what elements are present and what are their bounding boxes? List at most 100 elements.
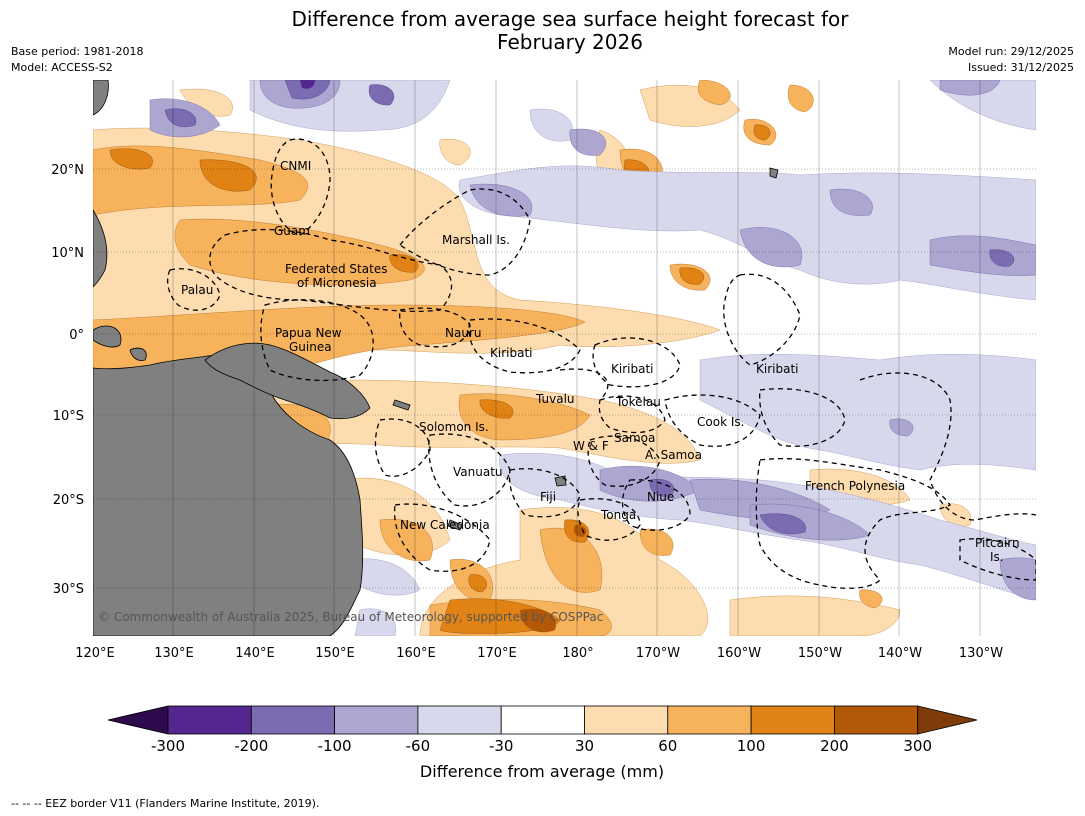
tick-neg30: -30 <box>489 737 514 755</box>
label-kiribati-gilbert: Kiribati <box>490 346 532 360</box>
australia-landmass <box>93 351 364 636</box>
colorbar-title: Difference from average (mm) <box>420 762 664 781</box>
colorbar-bin-6 <box>584 705 669 735</box>
lon-130e: 130°E <box>154 646 194 661</box>
label-niue: Niue <box>647 490 674 504</box>
lat-10s: 10°S <box>53 409 84 424</box>
meta-left: Base period: 1981-2018 Model: ACCESS-S2 <box>11 44 143 76</box>
colorbar-extend-low <box>107 705 169 735</box>
label-tuvalu: Tuvalu <box>535 392 575 406</box>
lon-150e: 150°E <box>315 646 355 661</box>
label-pitcairn-1: Pitcairn <box>975 536 1020 550</box>
lon-170w: 170°W <box>636 646 680 661</box>
anomaly-neg-200-300 <box>300 80 315 89</box>
lat-0: 0° <box>69 328 84 343</box>
colorbar-bin-4 <box>417 705 502 735</box>
base-period: Base period: 1981-2018 <box>11 45 144 58</box>
tick-100: 100 <box>737 737 766 755</box>
label-fsm-2: of Micronesia <box>297 276 377 290</box>
lon-180: 180° <box>562 646 593 661</box>
label-png-1: Papua New <box>275 326 342 340</box>
maluku-island <box>129 347 147 361</box>
philippines-islands <box>93 209 108 288</box>
lon-150w: 150°W <box>798 646 842 661</box>
graticule <box>172 80 981 636</box>
lat-20n: 20°N <box>51 163 84 178</box>
colorbar-bin-3 <box>334 705 419 735</box>
longitude-axis: 120°E 130°E 140°E 150°E 160°E 170°E 180°… <box>75 646 1003 661</box>
label-wallis-futuna: W & F <box>573 439 609 453</box>
lat-30s: 30°S <box>53 582 84 597</box>
tick-60: 60 <box>658 737 677 755</box>
lon-130w: 130°W <box>959 646 1003 661</box>
fiji-island <box>554 475 567 487</box>
label-tokelau: Tokelau <box>615 395 661 409</box>
lon-160w: 160°W <box>717 646 761 661</box>
label-fiji: Fiji <box>540 490 556 504</box>
colorbar-bin-5 <box>500 705 585 735</box>
lon-120e: 120°E <box>75 646 115 661</box>
lat-10n: 10°N <box>51 246 84 261</box>
solomon-island <box>392 399 411 411</box>
label-kiribati-line: Kiribati <box>756 362 798 376</box>
lon-170e: 170°E <box>477 646 517 661</box>
eez-borders <box>167 138 1036 589</box>
map-title: Difference from average sea surface heig… <box>0 8 1085 54</box>
label-kiribati-phoenix: Kiribati <box>611 362 653 376</box>
label-new-caledonia: New Caledonia <box>400 518 490 532</box>
tick-300: 300 <box>903 737 932 755</box>
hawaii-island <box>769 167 779 179</box>
model-run: Model run: 29/12/2025 <box>948 45 1074 58</box>
label-png-2: Guinea <box>289 340 332 354</box>
label-tonga: Tonga <box>600 508 636 522</box>
tick-200: 200 <box>820 737 849 755</box>
label-samoa: Samoa <box>614 431 655 445</box>
label-cnmi: CNMI <box>280 159 311 173</box>
issued-date: Issued: 31/12/2025 <box>967 61 1074 74</box>
label-pitcairn-2: Is. <box>990 550 1004 564</box>
colorbar-ticks: -300 -200 -100 -60 -30 30 60 100 200 300 <box>151 737 932 755</box>
colorbar-bin-8 <box>750 705 835 735</box>
label-french-polynesia: French Polynesia <box>805 479 905 493</box>
label-nauru: Nauru <box>445 326 481 340</box>
colorbar-bin-2 <box>250 705 336 735</box>
colorbar-bin-1 <box>167 705 252 735</box>
title-line-2: February 2026 <box>497 30 643 54</box>
map-area: © Commonwealth of Australia 2025, Bureau… <box>93 80 1036 636</box>
new-caledonia-island <box>447 519 463 531</box>
sulawesi-island <box>93 325 122 348</box>
label-fsm-1: Federated States <box>285 262 387 276</box>
lon-160e: 160°E <box>396 646 436 661</box>
label-solomon: Solomon Is. <box>419 420 489 434</box>
tick-neg60: -60 <box>406 737 431 755</box>
tick-neg200: -200 <box>234 737 268 755</box>
new-guinea-island <box>204 342 371 420</box>
model-name: Model: ACCESS-S2 <box>11 61 113 74</box>
lat-20s: 20°S <box>53 493 84 508</box>
label-vanuatu: Vanuatu <box>453 465 503 479</box>
anomaly-neg-100-200 <box>164 80 1015 535</box>
label-palau: Palau <box>181 283 213 297</box>
place-labels: CNMI Guam Marshall Is. Federated States … <box>181 159 1020 564</box>
colorbar-bin-7 <box>667 705 752 735</box>
copyright-notice: © Commonwealth of Australia 2025, Bureau… <box>98 610 603 624</box>
colorbar-extend-high <box>917 705 978 735</box>
tick-neg100: -100 <box>318 737 352 755</box>
tick-neg300: -300 <box>151 737 185 755</box>
land-masses <box>93 80 779 636</box>
colorbar: -300 -200 -100 -60 -30 30 60 100 200 300… <box>107 705 978 781</box>
lon-140e: 140°E <box>235 646 275 661</box>
tick-30: 30 <box>575 737 594 755</box>
title-line-1: Difference from average sea surface heig… <box>291 7 849 31</box>
taiwan-island <box>93 80 109 116</box>
meta-right: Model run: 29/12/2025 Issued: 31/12/2025 <box>948 44 1074 76</box>
label-cook: Cook Is. <box>697 415 744 429</box>
latitude-axis: 20°N 10°N 0° 10°S 20°S 30°S <box>51 163 84 597</box>
label-american-samoa: A. Samoa <box>645 448 702 462</box>
label-guam: Guam <box>274 224 310 238</box>
anomaly-200-300 <box>520 524 587 633</box>
lon-140w: 140°W <box>878 646 922 661</box>
label-marshall: Marshall Is. <box>442 233 510 247</box>
colorbar-bin-9 <box>834 705 919 735</box>
